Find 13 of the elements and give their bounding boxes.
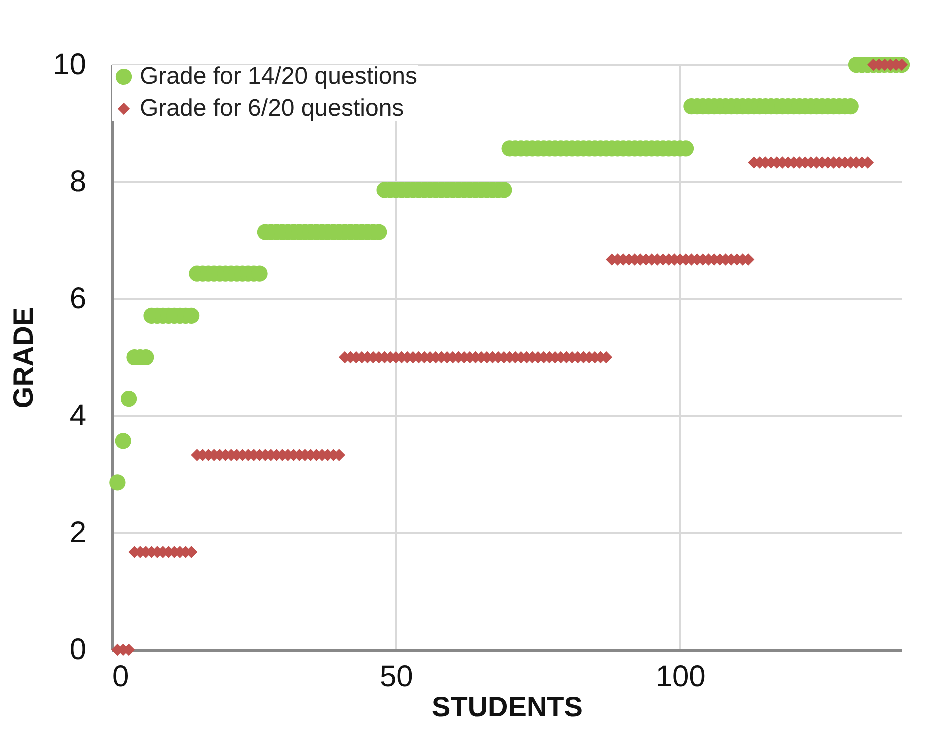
x-axis-title: STUDENTS [432, 692, 583, 722]
y-tick-label: 0 [70, 634, 86, 666]
y-tick-label: 10 [53, 48, 86, 82]
x-tick-label: 100 [656, 660, 706, 694]
y-tick-label: 8 [70, 166, 86, 198]
y-tick-label: 2 [70, 516, 86, 550]
y-tick-label: 6 [70, 282, 86, 316]
legend-label: Grade for 6/20 questions [140, 95, 404, 122]
x-tick-label: 50 [380, 660, 414, 694]
legend-label: Grade for 14/20 questions [140, 63, 418, 90]
y-axis-title: GRADE [8, 307, 40, 409]
x-tick-label: 0 [112, 660, 130, 694]
y-tick-label: 4 [70, 400, 86, 432]
